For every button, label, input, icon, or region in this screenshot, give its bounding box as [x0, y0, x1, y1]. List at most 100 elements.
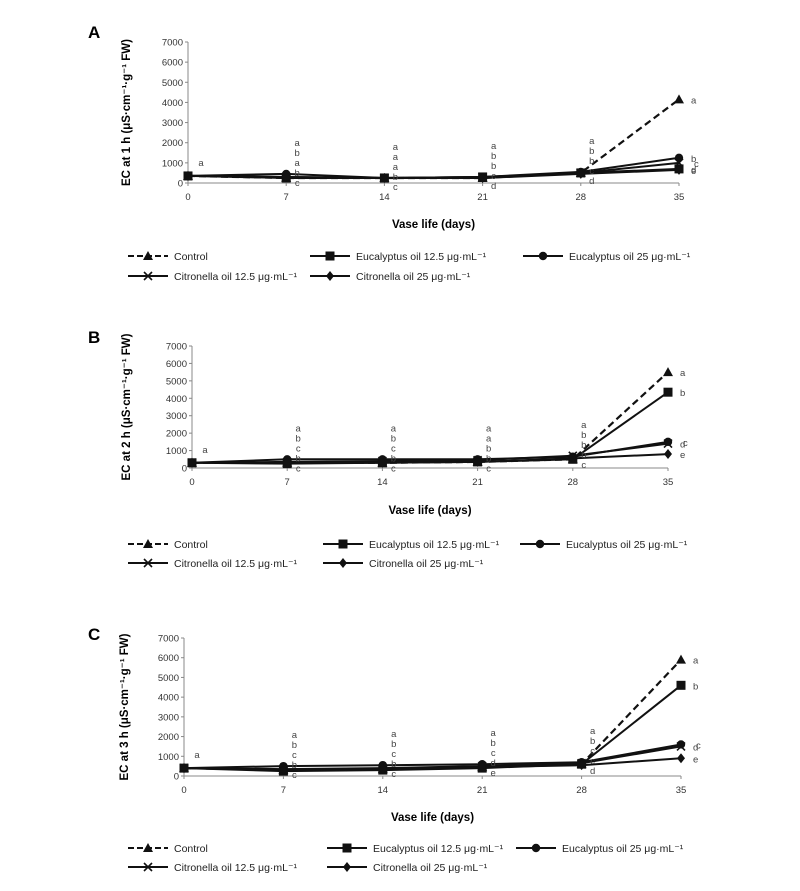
significance-letter: a: [295, 138, 301, 149]
significance-letter: c: [486, 463, 491, 474]
significance-letter: b: [296, 453, 301, 464]
legend-label: Control: [174, 251, 208, 263]
significance-letter: c: [393, 182, 398, 193]
significance-letter: b: [295, 148, 300, 159]
data-point: [380, 172, 389, 183]
significance-letter: b: [491, 738, 496, 749]
significance-letter: b: [680, 388, 685, 399]
data-point: [677, 753, 685, 764]
y-tick-label: 2000: [162, 138, 183, 149]
significance-letter: a: [491, 141, 497, 152]
significance-letter: a: [486, 423, 492, 434]
legend-marker: [143, 251, 153, 260]
y-tick-label: 3000: [166, 411, 187, 422]
significance-letter: a: [581, 420, 587, 431]
x-tick-label: 28: [576, 192, 587, 203]
series-line: [183, 658, 682, 772]
significance-letter: a: [296, 423, 302, 434]
chart-panel-c: C 0 1000 2000 3000 4000 5000 6000 7000 0 7 14 21 28 35…: [88, 625, 701, 874]
data-point: [478, 762, 487, 773]
x-tick-label: 28: [568, 477, 579, 488]
data-point: [663, 387, 673, 397]
significance-letter: c: [292, 770, 297, 781]
significance-letter: b: [296, 433, 301, 444]
significance-letter: a: [198, 158, 204, 169]
legend-marker: [339, 558, 347, 568]
significance-letter: b: [295, 168, 300, 179]
y-tick-label: 4000: [158, 693, 179, 704]
significance-letter: a: [292, 730, 298, 741]
significance-letter: d: [590, 766, 595, 777]
legend-label: Eucalyptus oil 25 μg·mL⁻¹: [569, 251, 691, 263]
significance-letter: c: [694, 159, 699, 170]
significance-letter: a: [393, 162, 399, 173]
x-tick-label: 35: [676, 785, 687, 796]
significance-letter: b: [589, 156, 594, 167]
significance-letter: d: [491, 181, 496, 192]
significance-letter: c: [295, 178, 300, 189]
x-axis-title: Vase life (days): [388, 505, 471, 517]
series-line: [192, 453, 669, 464]
x-tick-label: 35: [663, 477, 674, 488]
legend-marker: [343, 862, 351, 872]
significance-letter: b: [581, 440, 586, 451]
y-tick-label: 7000: [162, 38, 183, 49]
y-axis-title: EC at 3 h (μS·cm⁻¹·g⁻¹ FW): [119, 633, 131, 780]
x-tick-label: 21: [477, 785, 488, 796]
legend-label: Control: [174, 843, 208, 855]
x-tick-label: 0: [189, 477, 194, 488]
significance-letter: c: [292, 750, 297, 761]
significance-letter: c: [589, 166, 594, 177]
x-axis-title: Vase life (days): [392, 219, 475, 231]
legend-label: Eucalyptus oil 25 μg·mL⁻¹: [562, 843, 684, 855]
y-tick-label: 0: [182, 464, 187, 475]
significance-letter: e: [691, 166, 696, 177]
significance-letter: c: [696, 740, 701, 751]
significance-letter: d: [491, 758, 496, 769]
significance-letter: b: [391, 433, 396, 444]
legend-marker: [325, 251, 335, 261]
data-point: [378, 457, 387, 468]
series-line: [187, 168, 680, 179]
y-tick-label: 2000: [158, 732, 179, 743]
y-tick-label: 6000: [166, 359, 187, 370]
y-tick-label: 2000: [166, 429, 187, 440]
significance-letter: c: [491, 171, 496, 182]
legend-label: Citronella oil 12.5 μg·mL⁻¹: [174, 558, 298, 570]
data-point: [676, 654, 686, 664]
series-line: [183, 743, 682, 770]
y-tick-label: 6000: [158, 653, 179, 664]
legend-label: Eucalyptus oil 12.5 μg·mL⁻¹: [356, 251, 487, 263]
data-point: [577, 760, 586, 771]
panel-label: C: [88, 625, 100, 644]
significance-letter: c: [491, 748, 496, 759]
data-point: [663, 439, 673, 449]
significance-letter: b: [486, 453, 491, 464]
series-line: [187, 98, 680, 180]
x-tick-label: 7: [284, 192, 289, 203]
legend-label: Citronella oil 12.5 μg·mL⁻¹: [174, 271, 298, 283]
significance-letter: a: [391, 423, 397, 434]
x-tick-label: 7: [285, 477, 290, 488]
significance-letter: a: [295, 158, 301, 169]
significance-letter: b: [391, 759, 396, 770]
data-point: [283, 457, 292, 468]
x-tick-label: 28: [576, 785, 587, 796]
significance-letter: b: [486, 443, 491, 454]
significance-letter: d: [680, 440, 685, 451]
legend-label: Citronella oil 25 μg·mL⁻¹: [356, 271, 471, 283]
y-tick-label: 3000: [162, 118, 183, 129]
data-point: [282, 171, 291, 182]
legend-label: Control: [174, 539, 208, 551]
x-axis-title: Vase life (days): [391, 812, 474, 824]
significance-letter: c: [391, 443, 396, 454]
legend-marker: [342, 843, 352, 853]
significance-letter: d: [693, 742, 698, 753]
y-tick-label: 3000: [158, 712, 179, 723]
x-tick-label: 14: [377, 477, 388, 488]
legend-marker: [143, 558, 153, 568]
significance-letter: e: [491, 768, 496, 779]
data-point: [478, 172, 487, 183]
data-point: [473, 456, 482, 467]
data-point: [674, 158, 684, 168]
